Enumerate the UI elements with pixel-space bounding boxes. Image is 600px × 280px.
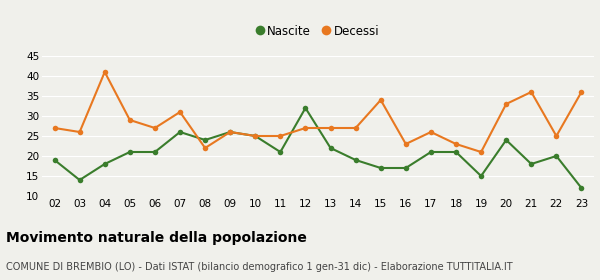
Text: Movimento naturale della popolazione: Movimento naturale della popolazione — [6, 231, 307, 245]
Legend: Nascite, Decessi: Nascite, Decessi — [252, 20, 384, 42]
Text: COMUNE DI BREMBIO (LO) - Dati ISTAT (bilancio demografico 1 gen-31 dic) - Elabor: COMUNE DI BREMBIO (LO) - Dati ISTAT (bil… — [6, 262, 512, 272]
